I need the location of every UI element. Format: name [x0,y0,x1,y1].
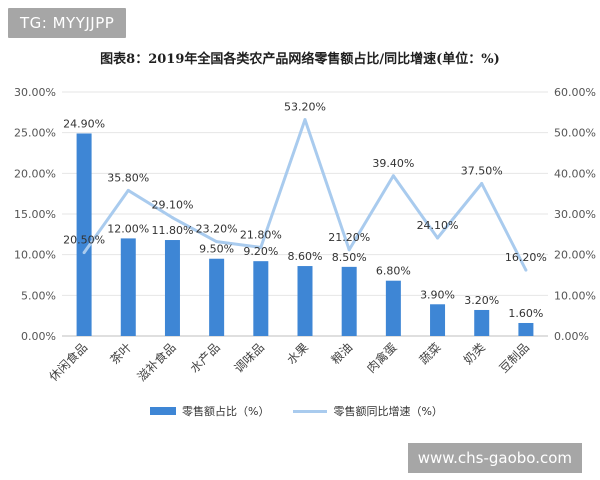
y-left-tick-label: 10.00% [14,249,56,262]
y-right-tick-label: 20.00% [554,249,596,262]
website-watermark: www.chs-gaobo.com [407,443,582,473]
line-value-label: 16.20% [505,251,547,264]
bar-value-label: 6.80% [376,265,411,278]
bar-value-label: 3.20% [464,294,499,307]
bar [164,240,180,336]
line-point [391,174,395,178]
line-point [82,251,86,255]
legend: 零售额占比（%） 零售额同比增速（%） [150,403,510,419]
legend-label-share: 零售额占比（%） [182,405,270,418]
y-left-tick-label: 0.00% [21,330,56,343]
legend-item-growth: 零售额同比增速（%） [293,403,443,419]
line-value-label: 24.10% [417,219,459,232]
bar [120,238,136,336]
line-point [524,268,528,272]
bar-value-label: 9.50% [199,243,234,256]
category-label: 蔬菜 [417,340,444,367]
category-label: 肉禽蛋 [363,340,399,376]
chart-title: 图表8：2019年全国各类农产品网络零售额占比/同比增速(单位：%) [100,52,500,67]
growth-line [82,118,528,271]
category-label: 奶类 [461,340,488,367]
y-left-tick-label: 30.00% [14,86,56,99]
category-label: 茶叶 [107,340,135,368]
legend-item-share: 零售额占比（%） [150,403,269,419]
legend-line-swatch [293,409,328,413]
line-point [259,245,263,249]
bar-value-label: 24.90% [63,117,105,130]
line-value-label: 39.40% [372,157,414,170]
y-right-tick-label: 40.00% [554,167,596,180]
y-left-tick-label: 25.00% [14,127,56,140]
line-point [347,248,351,252]
line-value-label: 35.80% [107,171,149,184]
bar-value-label: 12.00% [107,222,149,235]
line-point [480,182,484,185]
line-value-label: 53.20% [284,101,326,114]
category-label: 调味品 [232,340,267,375]
category-label: 水产品 [187,340,222,375]
y-left-tick-label: 5.00% [21,289,56,302]
line-point [126,188,130,192]
bar [297,266,313,336]
line-value-label: 21.80% [240,228,282,241]
source-tag: TG: MYYJJPP [8,8,127,38]
bar [209,258,225,336]
line-value-label: 23.20% [196,223,238,236]
bar-value-label: 9.20% [243,245,278,258]
bar [341,266,357,336]
bar-value-label: 1.60% [508,307,543,320]
legend-label-growth: 零售额同比增速（%） [333,405,443,418]
y-right-tick-label: 50.00% [554,127,596,140]
bar-value-label: 8.60% [288,250,323,263]
bar [253,261,269,336]
category-label: 滋补食品 [134,340,179,385]
line-point [436,236,440,240]
category-label: 豆制品 [497,340,532,375]
category-label: 水果 [284,340,311,367]
line-value-label: 20.50% [63,234,105,247]
line-value-label: 29.10% [151,199,193,212]
bar [474,309,490,336]
bar [76,133,92,336]
y-right-tick-label: 0.00% [554,330,589,343]
bar-value-label: 11.80% [151,224,193,237]
line-point [170,216,174,220]
legend-bar-swatch [150,407,176,415]
y-right-tick-label: 30.00% [554,208,596,221]
bar-value-label: 8.50% [332,251,367,264]
bar-value-label: 3.90% [420,288,455,301]
category-label: 休闲食品 [46,340,91,385]
y-left-tick-label: 20.00% [14,167,56,180]
line-value-label: 37.50% [461,165,503,178]
line-value-label: 21.20% [328,231,370,244]
bar [430,304,446,336]
y-left-tick-label: 15.00% [14,208,56,221]
bar [385,280,401,336]
line-point [303,118,307,122]
y-right-tick-label: 60.00% [554,86,596,99]
bar [518,322,534,336]
line-point [215,240,219,244]
category-label: 粮油 [328,340,356,368]
y-right-tick-label: 10.00% [554,289,596,302]
